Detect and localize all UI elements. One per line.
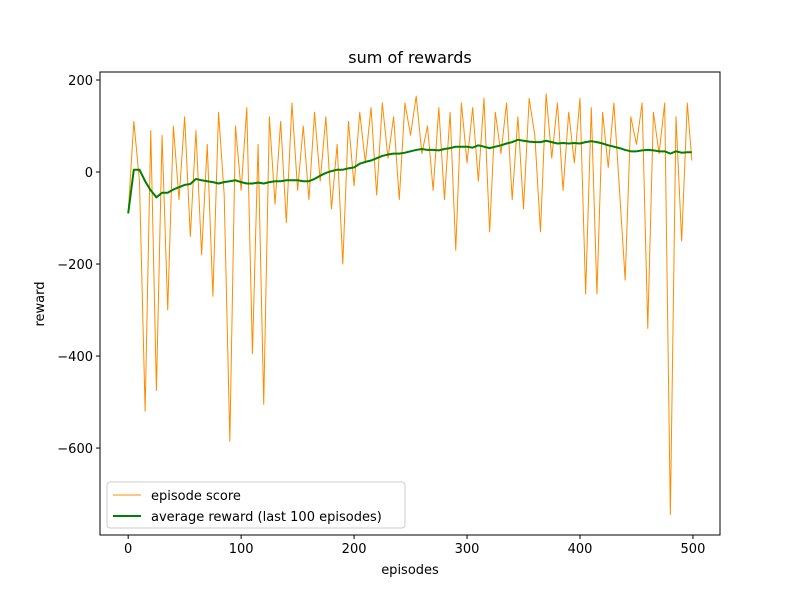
legend-box bbox=[106, 481, 406, 529]
x-tick-label: 400 bbox=[568, 542, 593, 557]
legend-label: episode score bbox=[151, 489, 241, 504]
y-tick-label: −400 bbox=[57, 350, 93, 365]
y-tick-label: 200 bbox=[68, 74, 93, 89]
legend-label: average reward (last 100 episodes) bbox=[151, 510, 382, 525]
x-tick-label: 0 bbox=[124, 542, 132, 557]
x-tick-label: 300 bbox=[455, 542, 480, 557]
y-tick-label: −600 bbox=[57, 442, 93, 457]
chart-title: sum of rewards bbox=[348, 48, 471, 67]
series-line bbox=[127, 93, 693, 516]
series-line bbox=[127, 138, 692, 214]
y-tick-label: 0 bbox=[85, 166, 93, 181]
x-tick-label: 500 bbox=[681, 542, 706, 557]
y-tick-label: −200 bbox=[57, 258, 93, 273]
x-tick-label: 200 bbox=[342, 542, 367, 557]
x-tick-label: 100 bbox=[229, 542, 254, 557]
y-axis-label: reward bbox=[33, 281, 48, 326]
x-axis-label: episodes bbox=[381, 563, 439, 578]
plot-frame bbox=[99, 71, 721, 536]
